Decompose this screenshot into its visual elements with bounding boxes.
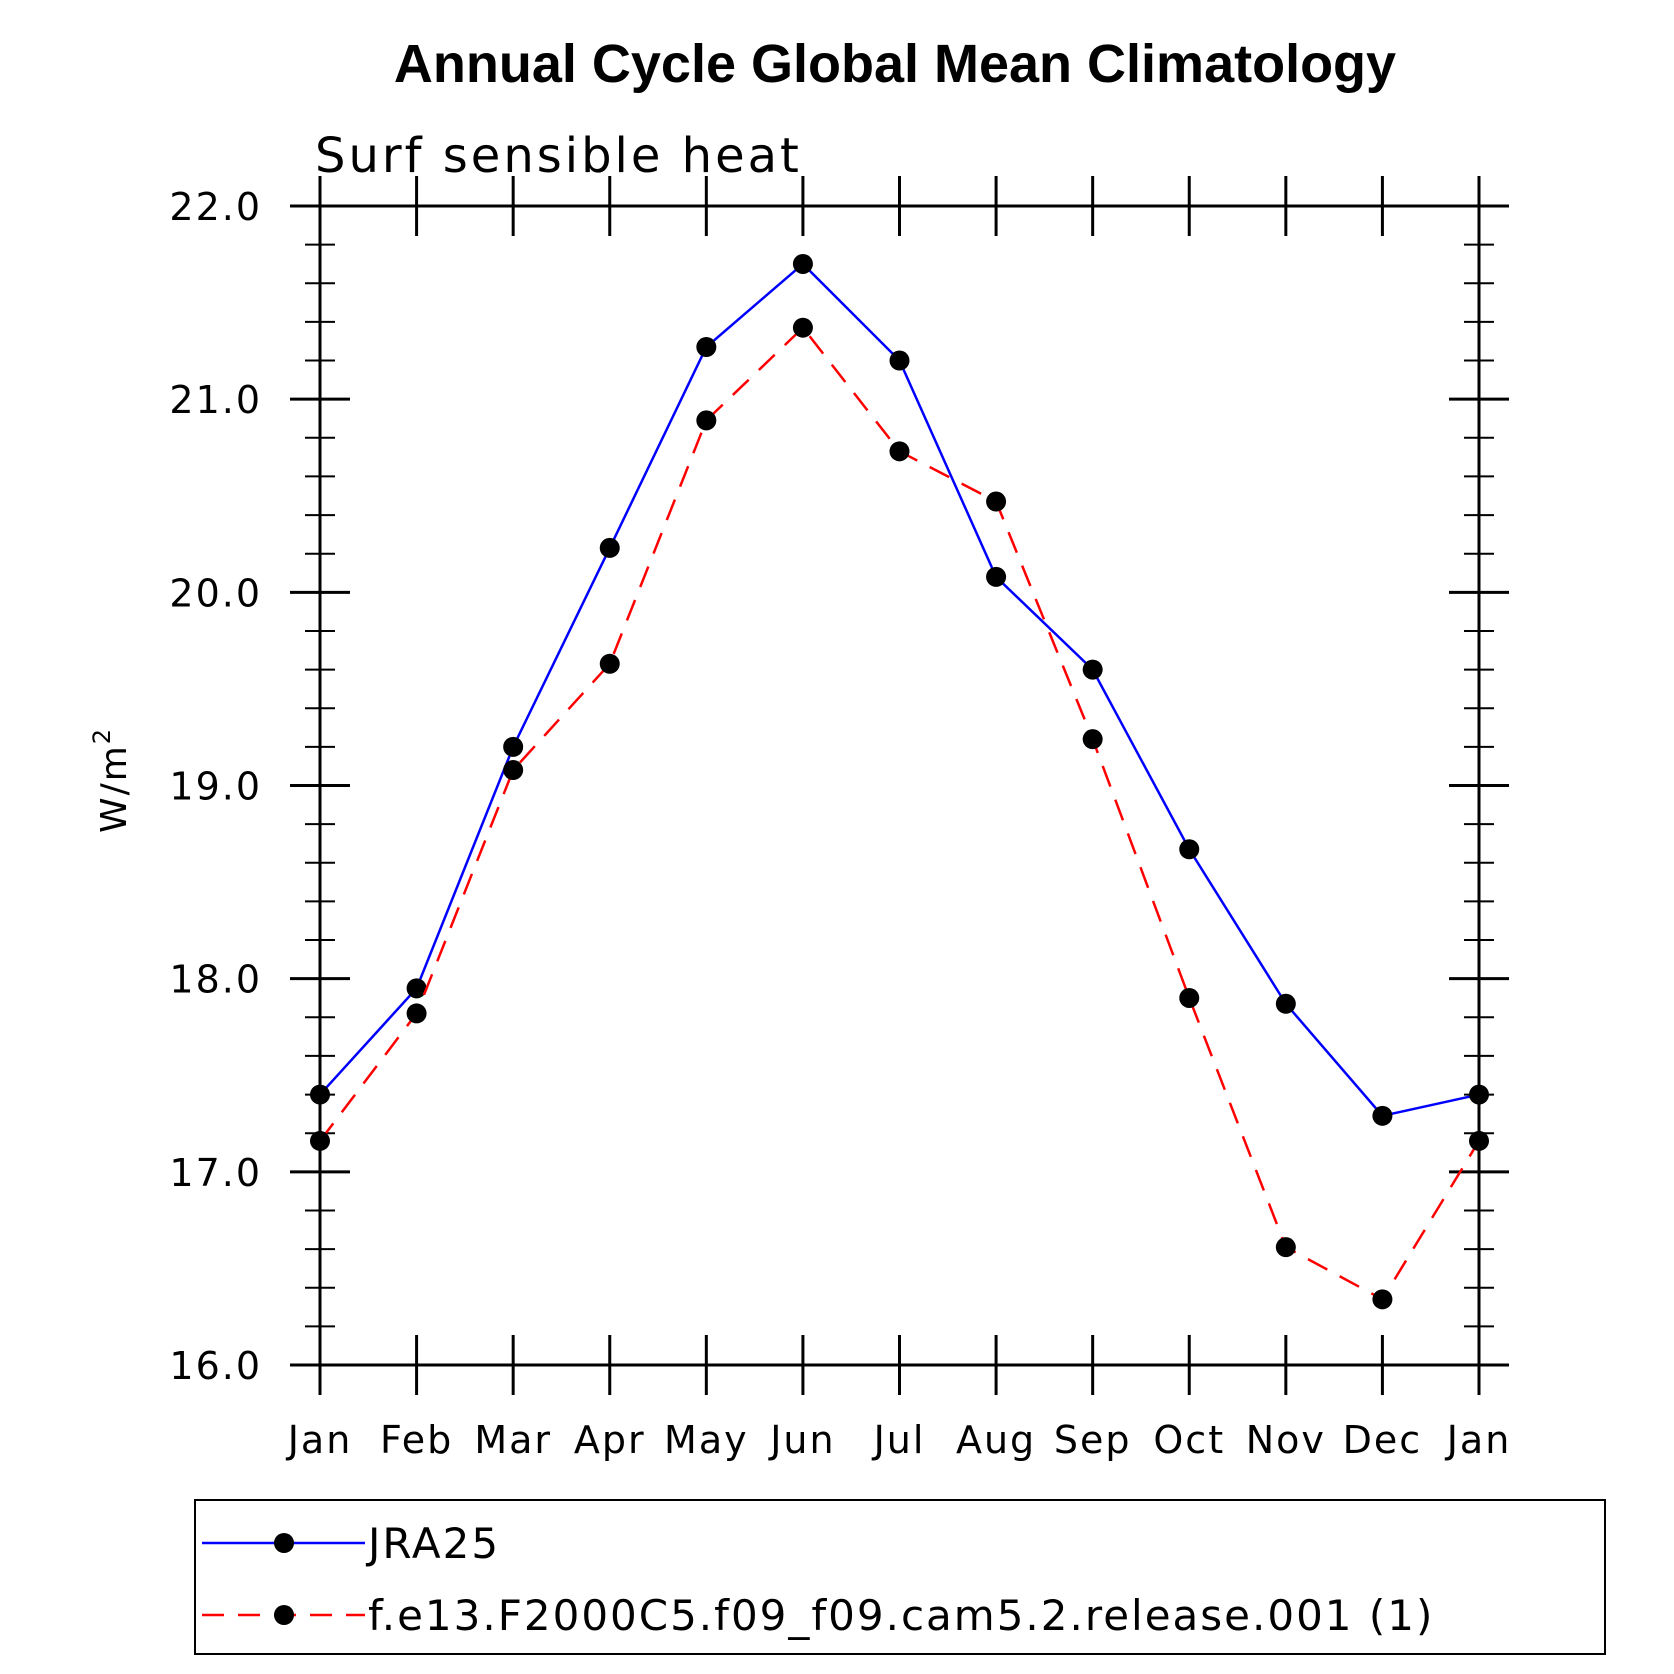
data-point [986,566,1007,587]
x-tick-label: Jul [872,1418,926,1462]
data-point [1082,729,1103,750]
data-point [889,441,910,462]
data-point [1275,993,1296,1014]
y-axis-label-text: W/m [94,744,135,833]
legend-label: JRA25 [365,1519,500,1568]
legend-entry: f.e13.F2000C5.f09_f09.cam5.2.release.001… [202,1591,1434,1640]
data-point [599,653,620,674]
legend-box [194,1499,1606,1655]
x-tick-label: Jun [768,1418,835,1462]
legend-label: f.e13.F2000C5.f09_f09.cam5.2.release.001… [368,1591,1434,1640]
x-tick-label: Oct [1153,1418,1225,1462]
series-2 [310,317,1489,1310]
y-tick-label: 16.0 [169,1344,262,1388]
data-point [406,978,427,999]
plot-frame [318,204,1481,1367]
data-point [792,317,813,338]
data-point [889,350,910,371]
data-point [1372,1105,1393,1126]
data-point [1275,1237,1296,1258]
x-tick-label: Nov [1246,1418,1326,1462]
series-line [319,325,1481,1301]
y-tick-label: 19.0 [169,765,262,809]
data-point [503,736,524,757]
data-point [503,760,524,781]
legend-marker [274,1605,294,1625]
x-tick-label: Jan [1445,1418,1512,1462]
data-point [696,410,717,431]
legend-marker [274,1533,294,1553]
y-axis-label: W/m2 [88,727,135,833]
series-layer [310,253,1489,1310]
x-tick-label: Jan [286,1418,353,1462]
series-1 [310,253,1489,1126]
x-tick-label: May [664,1418,749,1462]
legend-entry: JRA25 [202,1519,500,1568]
data-point [1082,659,1103,680]
data-point [792,253,813,274]
y-tick-label: 20.0 [169,571,262,615]
svg-text:W/m2: W/m2 [88,727,135,833]
y-tick-label: 17.0 [169,1151,262,1195]
x-tick-label: Dec [1343,1418,1423,1462]
data-point [696,337,717,358]
series-line [319,262,1480,1118]
data-point [1372,1289,1393,1310]
y-tick-label: 22.0 [169,185,262,229]
x-tick-label: Feb [380,1418,453,1462]
data-point [1179,987,1200,1008]
x-tick-label: Apr [574,1418,646,1462]
data-point [599,537,620,558]
chart-title: Annual Cycle Global Mean Climatology [394,34,1396,94]
legend-entries: JRA25 f.e13.F2000C5.f09_f09.cam5.2.releas… [202,1519,1434,1640]
data-point [986,491,1007,512]
y-tick-label: 18.0 [169,958,262,1002]
y-tick-label: 21.0 [169,378,262,422]
legend: JRA25 f.e13.F2000C5.f09_f09.cam5.2.releas… [194,1499,1606,1655]
chart-subtitle: Surf sensible heat [315,128,802,184]
axis-tick-labels: 16.0 17.0 18.0 19.0 20.0 21.0 22.0 Jan Feb Mar Apr… [169,185,1512,1462]
x-tick-label: Sep [1054,1418,1132,1462]
data-point [1179,839,1200,860]
x-tick-label: Aug [956,1418,1036,1462]
y-axis-label-superscript: 2 [88,727,116,744]
data-point [406,1003,427,1024]
x-tick-label: Mar [474,1418,552,1462]
